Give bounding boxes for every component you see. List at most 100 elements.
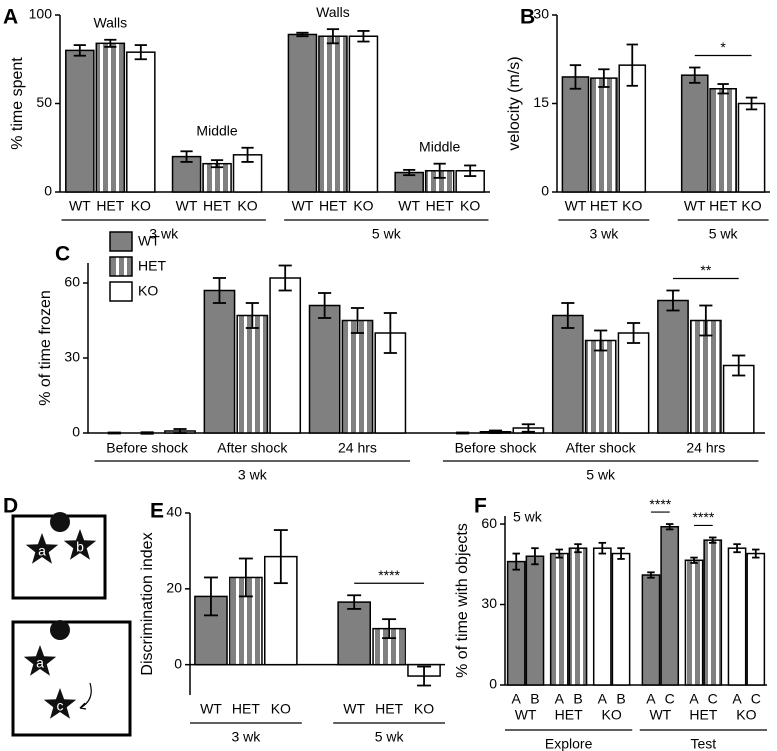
bar-label: WT — [292, 198, 314, 214]
y-tick-label: 30 — [64, 349, 80, 365]
bar-label: B — [616, 691, 625, 707]
inset-label: 5 wk — [513, 509, 543, 525]
bar-label: KO — [353, 198, 373, 214]
bar-label: KO — [237, 198, 257, 214]
mouse-start — [50, 620, 70, 640]
y-tick-label: 30 — [533, 6, 549, 22]
panel-letter: B — [520, 6, 535, 29]
cluster-label: Before shock — [106, 440, 189, 456]
y-tick-label: 15 — [533, 94, 549, 110]
bar — [308, 304, 341, 434]
genotype-label: KO — [602, 707, 622, 723]
group-label: 5 wk — [372, 226, 402, 242]
y-tick-label: 0 — [174, 655, 182, 671]
bar-label: A — [689, 691, 699, 707]
cluster-label: After shock — [566, 440, 637, 456]
bar — [236, 314, 269, 434]
arena-box — [11, 620, 132, 737]
bar — [722, 364, 755, 434]
group-label: 3 wk — [238, 467, 268, 483]
bar — [680, 74, 709, 193]
bar — [709, 88, 737, 193]
bar-label: HET — [426, 198, 454, 214]
legend-label: HET — [138, 258, 166, 274]
bar — [590, 77, 618, 193]
y-tick-label: 0 — [489, 676, 497, 692]
bar — [568, 547, 588, 686]
y-tick-label: 40 — [166, 504, 182, 520]
bar-label: WT — [565, 198, 587, 214]
bar-label: KO — [271, 701, 291, 717]
move-arrow — [79, 682, 92, 709]
group-label: Test — [691, 736, 717, 751]
bar — [318, 35, 348, 193]
bar — [337, 601, 371, 666]
genotype-label: WT — [515, 707, 537, 723]
object-label: a — [38, 543, 46, 559]
y-tick-label: 20 — [166, 580, 182, 596]
bar — [641, 574, 661, 686]
bar — [549, 552, 569, 686]
panel-letter: E — [150, 500, 164, 523]
cluster-label: Middle — [419, 138, 460, 154]
bar-label: KO — [622, 198, 642, 214]
bar — [561, 76, 590, 193]
group-label: 3 wk — [231, 729, 261, 745]
y-axis-label: velocity (m/s) — [506, 56, 523, 150]
y-tick-label: 60 — [481, 515, 497, 531]
bar-label: WT — [343, 701, 365, 717]
bar-label: B — [573, 691, 582, 707]
y-tick-label: 30 — [481, 595, 497, 611]
bar-label: A — [732, 691, 742, 707]
y-axis-label: % of time with objects — [454, 523, 471, 678]
cluster-label: Walls — [316, 4, 350, 20]
bar-label: KO — [414, 701, 434, 717]
group-label: 5 wk — [709, 226, 739, 242]
y-axis-label: Discrimination index — [139, 532, 156, 675]
cluster-label: After shock — [217, 440, 288, 456]
bar — [269, 277, 302, 434]
bar-label: WT — [200, 701, 222, 717]
legend-swatch — [109, 281, 133, 302]
bar-label: KO — [741, 198, 761, 214]
group-label: 5 wk — [375, 729, 405, 745]
genotype-label: KO — [736, 707, 756, 723]
bar-label: A — [555, 691, 565, 707]
bar — [65, 49, 95, 193]
bar-label: WT — [398, 198, 420, 214]
genotype-label: HET — [689, 707, 717, 723]
bar — [506, 560, 526, 686]
y-tick-label: 0 — [72, 424, 80, 440]
cluster-label: Walls — [93, 14, 127, 30]
bar — [660, 525, 680, 686]
bar-label: HET — [375, 701, 403, 717]
significance-label: **** — [378, 567, 400, 583]
y-tick-label: 50 — [36, 94, 52, 110]
legend-swatch — [109, 231, 133, 252]
legend-swatch — [109, 256, 133, 277]
object-label: c — [57, 698, 64, 714]
bar-label: A — [512, 691, 522, 707]
bar-label: HET — [232, 701, 260, 717]
bar-label: A — [598, 691, 608, 707]
bar-label: HET — [319, 198, 347, 214]
bar — [584, 339, 617, 434]
bar-label: C — [708, 691, 718, 707]
diagram-d: D a b a c — [3, 495, 132, 737]
bar — [348, 35, 379, 193]
bar — [525, 555, 545, 686]
bar — [737, 102, 766, 193]
cluster-label: Middle — [196, 122, 237, 138]
bar-label: WT — [69, 198, 91, 214]
bar-label: HET — [96, 198, 124, 214]
bar-label: C — [751, 691, 761, 707]
genotype-label: WT — [649, 707, 671, 723]
y-axis-label: % of time frozen — [37, 290, 54, 406]
bar-label: KO — [460, 198, 480, 214]
bar — [592, 547, 612, 686]
bar-label: HET — [590, 198, 618, 214]
group-label: 3 wk — [589, 226, 619, 242]
significance-label: **** — [692, 509, 714, 525]
arrow-head — [79, 702, 87, 710]
